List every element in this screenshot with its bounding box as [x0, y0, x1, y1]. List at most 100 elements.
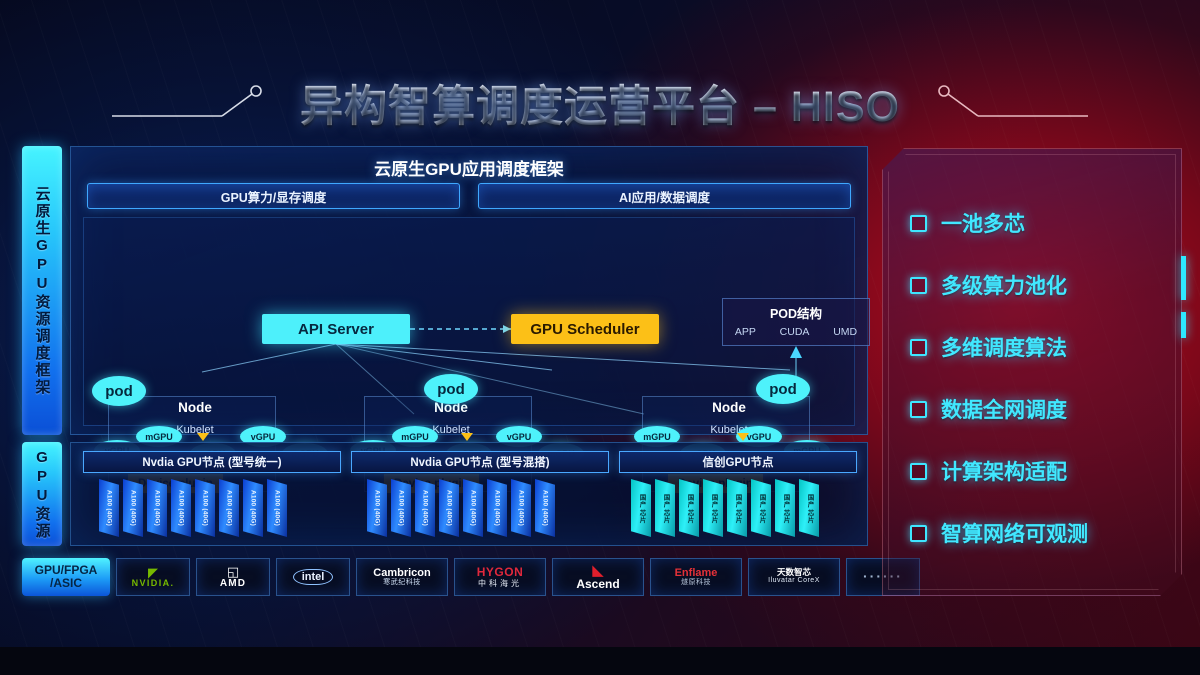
gpu-scheduler-box[interactable]: GPU Scheduler [511, 314, 659, 344]
api-server-box[interactable]: API Server [262, 314, 410, 344]
gpu-card-label: 国产 芯片 [662, 493, 669, 523]
gpu-oval[interactable]: mGPU [392, 426, 438, 447]
checkbox-icon[interactable] [910, 214, 927, 232]
gpu-card[interactable]: 国产 芯片 [799, 479, 819, 537]
vendor-logo-iluvatar-label: 天数智芯 [776, 567, 811, 578]
vendor-logo-hygon[interactable]: HYGON 中科海光 [454, 558, 546, 596]
checkbox-icon[interactable] [910, 338, 927, 356]
highlight-item-2[interactable]: 多级算力池化 [910, 254, 1166, 316]
gpu-card-label: A100 (40G) [517, 490, 525, 526]
vendor-logo-enflame[interactable]: Enflame 燧原科技 [650, 558, 742, 596]
page-title: 异构智算调度运营平台 – HISO [282, 72, 918, 134]
highlight-item-1[interactable]: 一池多芯 [910, 192, 1166, 254]
pod-structure-item-cuda: CUDA [779, 326, 810, 338]
gpu-card[interactable]: A100 (40G) [195, 479, 215, 537]
gpu-card[interactable]: 国产 芯片 [679, 479, 699, 537]
gpu-card[interactable]: A100 (40G) [267, 479, 287, 537]
pod-oval[interactable]: pod [92, 376, 146, 406]
gpu-card[interactable]: A100 (40G) [243, 479, 263, 537]
gpu-oval[interactable]: vGPU [496, 426, 542, 447]
title-decoration-left [112, 80, 282, 126]
gpu-card[interactable]: 国产 芯片 [775, 479, 795, 537]
checkbox-icon[interactable] [910, 462, 927, 480]
vendor-logo-cambricon[interactable]: Cambricon 寒武纪科技 [356, 558, 448, 596]
gpu-card[interactable]: A100 (40G) [535, 479, 555, 537]
slide-title-bar: 异构智算调度运营平台 – HISO [0, 72, 1200, 134]
checkbox-icon[interactable] [910, 524, 927, 542]
gpu-card[interactable]: A100 (40G) [171, 479, 191, 537]
panel-edge-tick [1181, 312, 1186, 338]
highlights-panel-background [882, 148, 1182, 596]
highlight-item-6[interactable]: 智算网络可观测 [910, 502, 1166, 564]
highlight-item-2-label: 多级算力池化 [941, 275, 1067, 298]
gpu-node-bar-2[interactable]: Nvdia GPU节点 (型号混搭) [351, 451, 609, 473]
gpu-card[interactable]: A100 (40G) [147, 479, 167, 537]
vendor-logo-cambricon-sublabel: 寒武纪科技 [383, 578, 421, 586]
vendor-logo-enflame-sublabel: 燧原科技 [681, 578, 711, 586]
gpu-card-label: A100 (40G) [249, 490, 257, 526]
gpu-node-bar-1-label: Nvdia GPU节点 (型号统一) [142, 457, 282, 469]
vendor-category-line1: GPU/FPGA [34, 563, 98, 578]
gpu-card-strip-2: A100 (40G) A100 (40G) A100 (40G) A100 (4… [367, 479, 555, 537]
gpu-card-label: A100 (40G) [105, 490, 113, 526]
vendor-logo-ascend[interactable]: ◣ Ascend [552, 558, 644, 596]
checkbox-icon[interactable] [910, 276, 927, 294]
gpu-card[interactable]: A100 (40G) [511, 479, 531, 537]
gpu-card[interactable]: 国产 芯片 [703, 479, 723, 537]
gpu-card[interactable]: 国产 芯片 [727, 479, 747, 537]
sidebar-label-gpu-resource: GPU资源 [22, 442, 62, 546]
gpu-card-label: A100 (40G) [541, 490, 549, 526]
gpu-card[interactable]: A100 (40G) [439, 479, 459, 537]
pod-oval[interactable]: pod [424, 374, 478, 404]
pod-oval[interactable]: pod [756, 374, 810, 404]
highlight-item-3-label: 多维调度算法 [941, 337, 1067, 360]
gpu-card[interactable]: 国产 芯片 [655, 479, 675, 537]
gpu-card[interactable]: A100 (40G) [463, 479, 483, 537]
vendor-logo-intel[interactable]: intel [276, 558, 350, 596]
gpu-card-label: A100 (40G) [469, 490, 477, 526]
gpu-card-label: A100 (40G) [493, 490, 501, 526]
gpu-node-bar-3-label: 信创GPU节点 [702, 457, 774, 469]
pill-gpu-compute[interactable]: GPU算力/显存调度 [87, 183, 460, 209]
sidebar-label-gpu-resource-text: GPU资源 [33, 448, 51, 540]
gpu-card[interactable]: 国产 芯片 [751, 479, 771, 537]
gpu-card[interactable]: A100 (40G) [123, 479, 143, 537]
gpu-oval[interactable]: vGPU [736, 426, 782, 447]
highlight-item-5[interactable]: 计算架构适配 [910, 440, 1166, 502]
vendor-logo-nvidia[interactable]: ◤ NVIDIA. [116, 558, 190, 596]
highlight-item-3[interactable]: 多维调度算法 [910, 316, 1166, 378]
amd-arrow-icon: ◱ [226, 564, 240, 579]
gpu-oval-label: vGPU [250, 431, 276, 442]
gpu-node-bar-3[interactable]: 信创GPU节点 [619, 451, 857, 473]
gpu-card[interactable]: A100 (40G) [415, 479, 435, 537]
vendor-logo-amd[interactable]: ◱ AMD [196, 558, 270, 596]
highlights-panel-inner-border [888, 154, 1176, 590]
sidebar-label-framework-text: 云原生GPU资源调度框架 [33, 185, 51, 396]
highlight-item-4[interactable]: 数据全网调度 [910, 378, 1166, 440]
pill-ai-data[interactable]: AI应用/数据调度 [478, 183, 851, 209]
gpu-card-label: A100 (40G) [225, 490, 233, 526]
highlight-item-1-label: 一池多芯 [941, 213, 1025, 236]
checkbox-icon[interactable] [910, 400, 927, 418]
gpu-oval[interactable]: vGPU [240, 426, 286, 447]
gpu-card[interactable]: 国产 芯片 [631, 479, 651, 537]
gpu-card[interactable]: A100 (40G) [367, 479, 387, 537]
gpu-card[interactable]: A100 (40G) [99, 479, 119, 537]
pod-structure-item-umd: UMD [833, 326, 858, 338]
gpu-card[interactable]: A100 (40G) [487, 479, 507, 537]
gpu-oval[interactable]: mGPU [136, 426, 182, 447]
gpu-card-label: A100 (40G) [445, 490, 453, 526]
arrow-down-icon [461, 433, 473, 441]
vendor-logo-iluvatar[interactable]: 天数智芯 Iluvatar CoreX [748, 558, 840, 596]
sidebar-label-framework: 云原生GPU资源调度框架 [22, 146, 62, 435]
vendor-category-tag: GPU/FPGA /ASIC [22, 558, 110, 596]
gpu-oval-label: vGPU [506, 431, 532, 442]
gpu-card-label: A100 (40G) [177, 490, 185, 526]
gpu-node-bar-1[interactable]: Nvdia GPU节点 (型号统一) [83, 451, 341, 473]
gpu-card[interactable]: A100 (40G) [219, 479, 239, 537]
nvidia-eye-icon: ◤ [148, 564, 158, 580]
framework-panel: 云原生GPU应用调度框架 GPU算力/显存调度 AI应用/数据调度 [70, 146, 870, 493]
gpu-oval[interactable]: mGPU [634, 426, 680, 447]
gpu-card[interactable]: A100 (40G) [391, 479, 411, 537]
